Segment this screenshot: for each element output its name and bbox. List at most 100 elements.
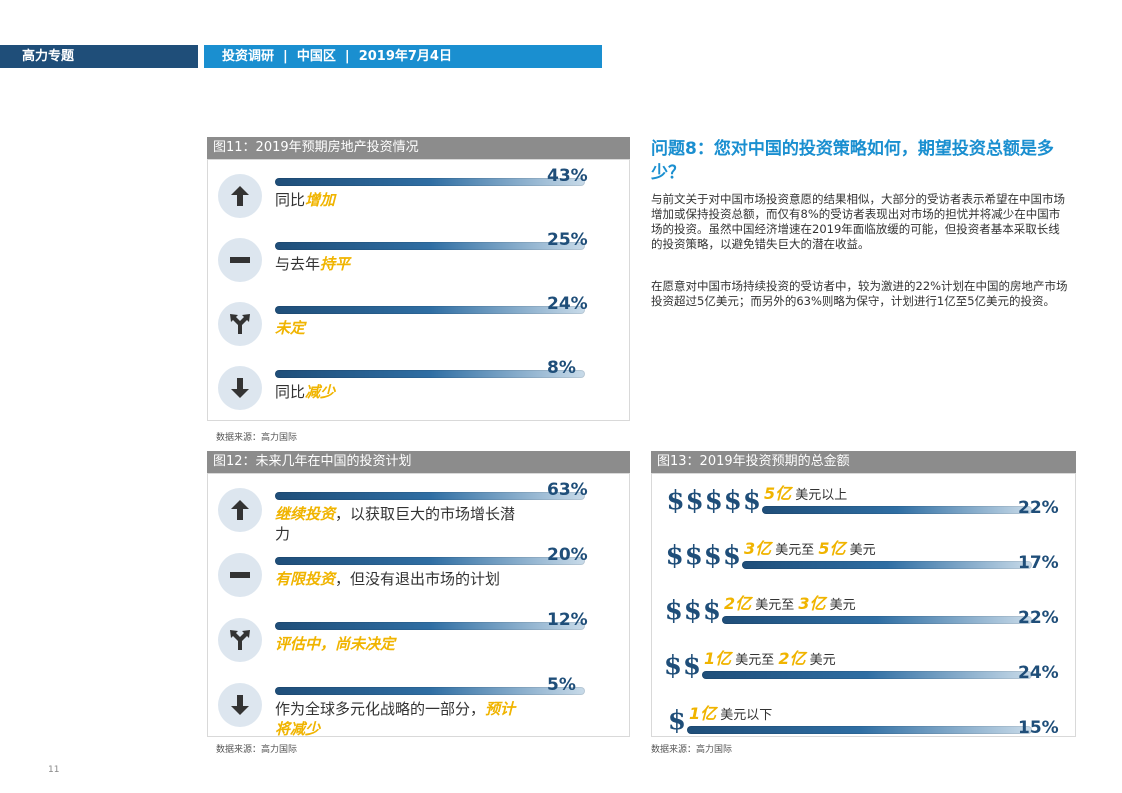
fig11-label-text: 同比 [275,383,306,401]
fig13-dollar-signs: $$$$ [665,541,742,571]
fig13-bar [702,671,1032,679]
fig12-label-highlight: 预计将减少 [275,700,516,738]
arrow-up-icon [231,500,249,520]
fig13-bar [687,726,1032,734]
fig12-category-label: 继续投资，以获取巨大的市场增长潜力 [275,504,525,544]
fig13-amount-number: 5亿 [764,484,792,503]
fig13-value-label: 22% [1018,498,1059,518]
fig11-label-highlight: 持平 [320,255,351,273]
fig12-label-highlight: 继续投资 [275,505,336,523]
fig13-chart: $$$$$ 5亿 美元以上 22% $$$$ 3亿 美元至 5亿 美元 17% $$$ 2亿 … [651,473,1076,738]
header-section-label: 高力专题 [0,45,198,68]
fig13-amount-text: 美元以上 [791,488,848,503]
fig11-chart: 43% 同比增加 25% 与去年持平 24% 未定 8% 同比减少 [207,159,630,421]
fig11-label-text: 同比 [275,191,306,209]
fig13-value-label: 17% [1018,553,1059,573]
fig11-value-label: 43% [547,166,588,186]
fig13-amount-number: 5亿 [818,539,846,558]
fig11-label-highlight: 未定 [275,319,306,337]
fig12-bar [275,492,585,500]
fig13-amount-text: 美元 [825,598,856,613]
fork-arrow-icon [230,630,250,650]
fig13-amount-number: 1亿 [689,704,717,723]
fig12-value-label: 63% [547,480,588,500]
fig13-amount-text: 美元 [845,543,876,558]
fig13-category-label: 5亿 美元以上 [764,480,847,504]
fig11-source: 数据来源：高力国际 [216,433,298,443]
fig11-value-label: 24% [547,294,588,314]
fig12-icon-circle [218,553,262,597]
question-paragraph-1: 与前文关于对中国市场投资意愿的结果相似，大部分的受访者表示希望在中国市场增加或保… [651,192,1065,251]
fig12-icon-circle [218,683,262,727]
fig11-icon-circle [218,302,262,346]
fig12-title: 图12：未来几年在中国的投资计划 [207,451,630,473]
fig13-amount-text: 美元至 [751,598,799,613]
question-paragraph-2: 在愿意对中国市场持续投资的受访者中，较为激进的22%计划在中国的房地产市场投资超… [651,279,1068,308]
fork-arrow-icon [230,314,250,334]
fig12-source: 数据来源：高力国际 [216,745,298,755]
fig13-amount-text: 美元至 [771,543,819,558]
fig11-bar [275,242,585,250]
minus-icon [230,572,250,578]
fig11-bar [275,178,585,186]
fig12-label-text: ，但没有退出市场的计划 [335,570,501,588]
fig11-bar [275,306,585,314]
fig12-value-label: 12% [547,610,588,630]
fig12-label-text: 作为全球多元化战略的一部分， [275,700,486,718]
fig13-dollar-signs: $$ [663,651,702,681]
fig13-amount-number: 2亿 [724,594,752,613]
fig11-category-label: 与去年持平 [275,254,605,274]
fig11-icon-circle [218,238,262,282]
arrow-down-icon [231,378,249,398]
fig13-amount-text: 美元至 [731,653,779,668]
fig11-category-label: 未定 [275,318,605,338]
fig13-category-label: 1亿 美元以下 [689,700,772,724]
fig13-category-label: 1亿 美元至 2亿 美元 [704,645,836,669]
fig12-value-label: 5% [547,675,576,695]
fig11-category-label: 同比减少 [275,382,605,402]
fig11-bar [275,370,585,378]
fig12-icon-circle [218,488,262,532]
fig13-amount-number: 2亿 [778,649,806,668]
fig12-bar [275,687,585,695]
fig11-category-label: 同比增加 [275,190,605,210]
fig13-category-label: 3亿 美元至 5亿 美元 [744,535,876,559]
fig12-bar [275,557,585,565]
fig11-label-text: 与去年 [275,255,321,273]
arrow-down-icon [231,695,249,715]
question-title: 问题8：您对中国的投资策略如何，期望投资总额是多少？ [651,139,1054,183]
minus-icon [230,257,250,263]
fig13-amount-text: 美元 [805,653,836,668]
fig13-amount-number: 3亿 [744,539,772,558]
fig13-bar [742,561,1032,569]
arrow-up-icon [231,186,249,206]
fig13-dollar-signs: $ [667,706,687,736]
page-number: 11 [48,765,60,775]
fig12-category-label: 作为全球多元化战略的一部分，预计将减少 [275,699,525,739]
fig12-value-label: 20% [547,545,588,565]
fig13-value-label: 15% [1018,718,1059,738]
fig11-icon-circle [218,174,262,218]
fig13-dollar-signs: $$$$$ [666,486,762,516]
fig12-label-highlight: 评估中，尚未决定 [275,635,396,653]
fig11-value-label: 8% [547,358,576,378]
header-report-info: 投资调研 | 中国区 | 2019年7月4日 [204,45,602,68]
fig11-label-highlight: 减少 [305,383,336,401]
fig11-label-highlight: 增加 [305,191,336,209]
fig13-bar [762,506,1032,514]
fig11-title: 图11：2019年预期房地产投资情况 [207,137,630,159]
fig13-amount-number: 1亿 [704,649,732,668]
fig13-source: 数据来源：高力国际 [651,745,733,755]
fig13-title: 图13：2019年投资预期的总金额 [651,451,1076,473]
fig11-value-label: 25% [547,230,588,250]
fig11-icon-circle [218,366,262,410]
fig12-icon-circle [218,618,262,662]
fig12-bar [275,622,585,630]
fig12-label-text: ，以获取巨大的市场增长潜力 [275,505,516,543]
fig12-category-label: 评估中，尚未决定 [275,634,525,654]
fig13-amount-text: 美元以下 [716,708,773,723]
fig12-category-label: 有限投资，但没有退出市场的计划 [275,569,525,589]
fig13-value-label: 24% [1018,663,1059,683]
fig13-amount-number: 3亿 [798,594,826,613]
fig12-chart: 63% 继续投资，以获取巨大的市场增长潜力 20% 有限投资，但没有退出市场的计划 12… [207,473,630,739]
